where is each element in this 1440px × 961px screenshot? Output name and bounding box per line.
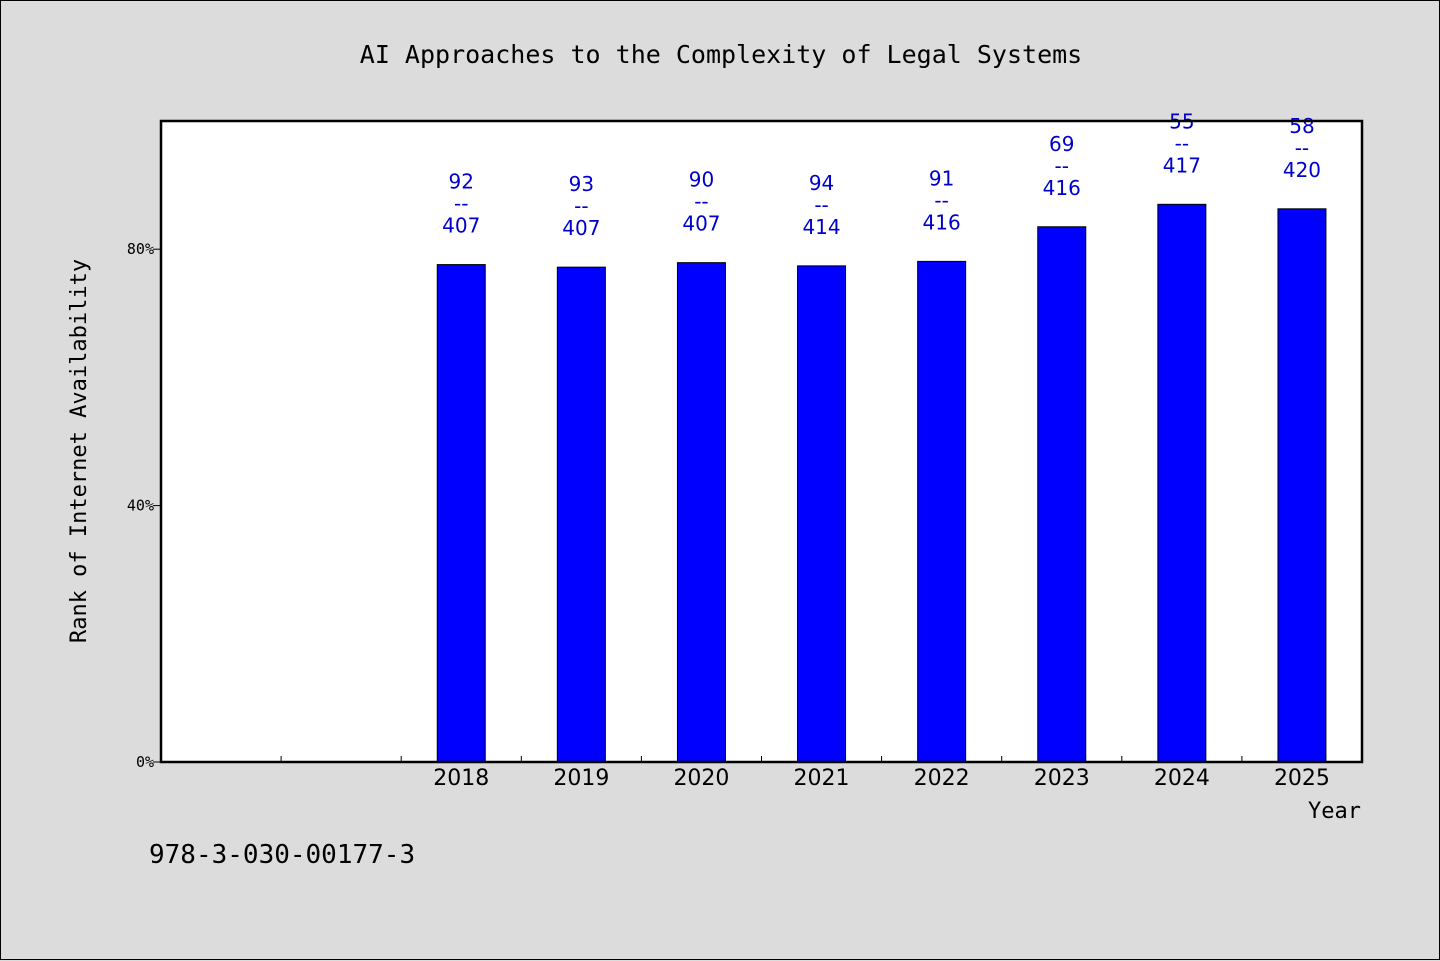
- data-label: 407: [682, 212, 720, 236]
- x-tick-label: 2025: [1274, 766, 1330, 791]
- y-tick-label: 80%: [127, 240, 154, 258]
- data-label: 91: [929, 166, 954, 190]
- x-tick-label: 2018: [433, 766, 489, 791]
- x-tick-label: 2023: [1034, 766, 1090, 791]
- data-label: 94: [809, 171, 834, 195]
- footnote-isbn: 978-3-030-00177-3: [149, 840, 415, 870]
- data-label: --: [1175, 131, 1189, 155]
- bars-group: [436, 203, 1327, 763]
- data-label: 416: [923, 210, 961, 234]
- data-label: 417: [1163, 153, 1201, 177]
- bar: [1157, 203, 1207, 763]
- x-tick-label: 2024: [1154, 766, 1210, 791]
- data-label: 69: [1049, 132, 1074, 156]
- bar: [676, 262, 726, 763]
- data-label: 92: [449, 170, 474, 194]
- x-tick-label: 2019: [553, 766, 609, 791]
- data-label: 90: [689, 168, 714, 192]
- y-tick-label: 0%: [136, 753, 154, 771]
- x-axis-ticks: 2018 2019 2020 2021 2022 2023 2024 2025: [280, 756, 1330, 791]
- data-label: 420: [1283, 158, 1321, 182]
- data-label: 58: [1289, 114, 1314, 138]
- bar: [1037, 226, 1087, 763]
- y-axis-label: Rank of Internet Availability: [67, 259, 92, 643]
- data-label: --: [934, 188, 948, 212]
- data-label: 407: [442, 214, 480, 238]
- bar: [797, 265, 847, 763]
- data-labels-group: 92--40793--40790--40794--41491--41669--4…: [442, 109, 1321, 240]
- data-label: --: [814, 193, 828, 217]
- x-tick-label: 2021: [794, 766, 850, 791]
- data-label: --: [1055, 154, 1069, 178]
- bar: [1277, 208, 1327, 763]
- x-tick-label: 2022: [914, 766, 970, 791]
- data-label: 93: [569, 172, 594, 196]
- data-label: --: [574, 194, 588, 218]
- data-label: 416: [1043, 176, 1081, 200]
- bar: [917, 260, 967, 763]
- data-label: 414: [802, 215, 840, 239]
- x-axis-label: Year: [1308, 799, 1361, 824]
- data-label: --: [694, 190, 708, 214]
- bar: [556, 266, 606, 763]
- bar: [436, 264, 486, 763]
- data-label: --: [454, 192, 468, 216]
- data-label: --: [1295, 136, 1309, 160]
- data-label: 407: [562, 216, 600, 240]
- x-tick-label: 2020: [673, 766, 729, 791]
- chart-title: AI Approaches to the Complexity of Legal…: [360, 40, 1082, 69]
- y-tick-label: 40%: [127, 497, 154, 515]
- y-axis-ticks: 0% 40% 80%: [127, 240, 161, 771]
